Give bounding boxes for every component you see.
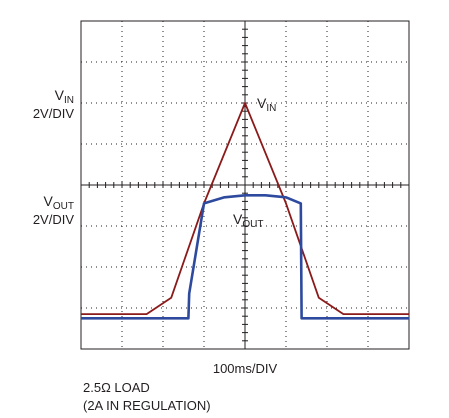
- traces: [81, 102, 409, 320]
- vin-scale-label: 2V/DIV: [33, 106, 75, 121]
- vout-trace: [81, 194, 409, 320]
- x-axis-label: 100ms/DIV: [213, 361, 278, 376]
- vout-channel-label: VOUT: [44, 193, 74, 212]
- vin-trace: [81, 102, 409, 316]
- vout-scale-label: 2V/DIV: [33, 212, 75, 227]
- vin-trace-label: VIN: [257, 95, 276, 114]
- vin-channel-label: VIN: [55, 87, 74, 106]
- caption-line-1: 2.5Ω LOAD: [83, 380, 150, 395]
- vout-trace-label: VOUT: [233, 211, 263, 230]
- grid: [80, 20, 410, 350]
- caption-line-2: (2A IN REGULATION): [83, 398, 211, 413]
